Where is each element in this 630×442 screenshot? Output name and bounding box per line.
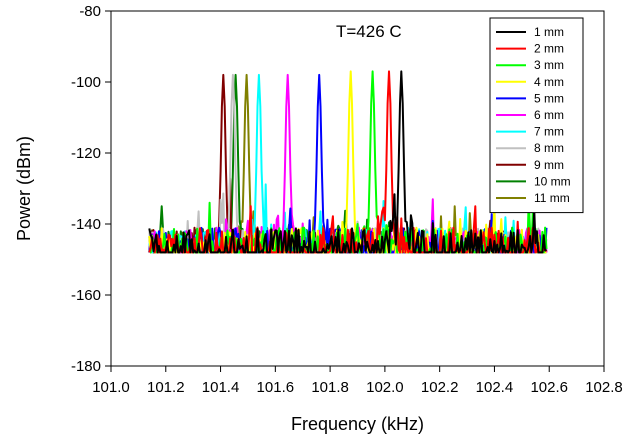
legend-label: 4 mm	[534, 75, 564, 89]
series-line	[148, 70, 547, 254]
legend-label: 8 mm	[534, 141, 564, 155]
y-tick-label: -100	[71, 74, 101, 91]
legend-label: 1 mm	[534, 25, 564, 39]
x-tick-label: 102.2	[421, 379, 459, 396]
legend-label: 9 mm	[534, 158, 564, 172]
y-tick-label: -180	[71, 358, 101, 375]
x-tick-label: 101.4	[202, 379, 240, 396]
y-tick-label: -160	[71, 287, 101, 304]
x-tick-label: 101.0	[92, 379, 130, 396]
x-tick-label: 102.6	[530, 379, 568, 396]
legend-label: 11 mm	[534, 191, 570, 205]
x-tick-label: 102.0	[366, 379, 404, 396]
x-tick-label: 101.2	[147, 379, 185, 396]
legend-label: 5 mm	[534, 91, 564, 105]
y-tick-label: -80	[79, 3, 101, 20]
y-axis: -180 -160 -140 -120 -100 -80	[71, 3, 111, 375]
x-tick-label: 102.4	[476, 379, 514, 396]
x-tick-label: 101.6	[257, 379, 295, 396]
legend: 1 mm 2 mm 3 mm 4 mm 5 mm 6 mm 7 mm 8 mm 9 mm 10 m…	[489, 17, 584, 214]
legend-label: 7 mm	[534, 125, 564, 139]
y-tick-label: -120	[71, 145, 101, 162]
series-layer	[148, 70, 548, 254]
legend-label: 6 mm	[534, 108, 564, 122]
x-tick-label: 102.8	[585, 379, 623, 396]
x-axis-title: Frequency (kHz)	[291, 414, 424, 434]
legend-label: 2 mm	[534, 42, 564, 56]
x-tick-label: 101.8	[311, 379, 349, 396]
y-tick-label: -140	[71, 216, 101, 233]
temperature-annotation: T=426 C	[336, 22, 402, 41]
y-axis-title: Power (dBm)	[14, 136, 34, 241]
x-axis: 101.0 101.2 101.4 101.6 101.8 102.0 102.2 102.4…	[92, 366, 623, 396]
plot-frame	[110, 10, 605, 367]
legend-label: 10 mm	[534, 174, 571, 188]
legend-label: 3 mm	[534, 58, 564, 72]
